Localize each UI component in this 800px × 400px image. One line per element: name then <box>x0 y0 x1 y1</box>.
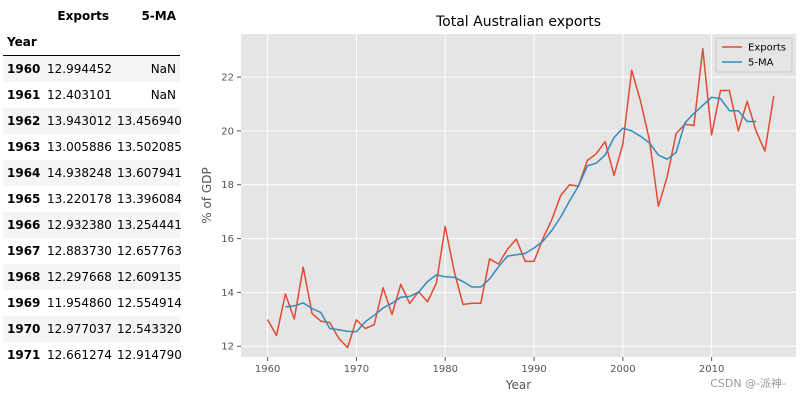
cell-5ma: NaN <box>150 62 176 76</box>
cell-5ma: 13.607941 <box>117 166 182 180</box>
row-index-year: 1970 <box>7 322 41 336</box>
row-index-year: 1971 <box>7 348 41 362</box>
table-row: 1967 12.883730 12.657763 <box>3 238 182 264</box>
y-tick-label: 12 <box>221 342 234 353</box>
x-tick-label: 1970 <box>344 364 369 375</box>
cell-5ma: NaN <box>150 88 176 102</box>
cell-exports: 12.994452 <box>47 62 112 76</box>
series-line-exports <box>266 48 775 349</box>
y-tick-label: 14 <box>221 288 234 299</box>
dataframe-table: Exports 5-MA Year 1960 12.994452 NaN 1961 12… <box>3 3 182 368</box>
legend-label: 5-MA <box>748 58 774 69</box>
cell-exports: 12.661274 <box>47 348 112 362</box>
cell-exports: 11.954860 <box>47 296 112 310</box>
row-index-year: 1960 <box>7 62 41 76</box>
cell-exports: 14.938248 <box>47 166 112 180</box>
table-row: 1961 12.403101 NaN <box>3 82 180 108</box>
chart-title: Total Australian exports <box>435 14 601 30</box>
cell-5ma: 13.254441 <box>117 218 182 232</box>
cell-5ma: 12.657763 <box>117 244 182 258</box>
cell-5ma: 12.914790 <box>117 348 182 362</box>
cell-5ma: 13.456940 <box>117 114 182 128</box>
index-header: Year <box>3 29 43 56</box>
table-row: 1960 12.994452 NaN <box>3 55 180 82</box>
x-tick-label: 1980 <box>433 364 458 375</box>
row-index-year: 1968 <box>7 270 41 284</box>
y-tick-label: 20 <box>221 126 234 137</box>
cell-exports: 12.932380 <box>47 218 112 232</box>
x-tick-label: 2010 <box>699 364 724 375</box>
cell-5ma: 13.502085 <box>117 140 182 154</box>
row-index-year: 1962 <box>7 114 41 128</box>
x-tick-label: 1960 <box>255 364 280 375</box>
x-tick-label: 2000 <box>610 364 635 375</box>
table-row: 1963 13.005886 13.502085 <box>3 134 182 160</box>
table-row: 1964 14.938248 13.607941 <box>3 160 182 186</box>
cell-5ma: 12.543320 <box>117 322 182 336</box>
y-tick-label: 16 <box>221 234 234 245</box>
cell-exports: 12.883730 <box>47 244 112 258</box>
row-index-year: 1969 <box>7 296 41 310</box>
x-tick-label: 1990 <box>521 364 546 375</box>
table-row: 1971 12.661274 12.914790 <box>3 342 182 368</box>
plot-background <box>241 34 796 357</box>
cell-exports: 12.297668 <box>47 270 112 284</box>
table-row: 1969 11.954860 12.554914 <box>3 290 182 316</box>
x-axis-label: Year <box>505 378 531 392</box>
cell-exports: 12.977037 <box>47 322 112 336</box>
cell-5ma: 13.396084 <box>117 192 182 206</box>
row-index-year: 1965 <box>7 192 41 206</box>
row-index-year: 1963 <box>7 140 41 154</box>
cell-5ma: 12.554914 <box>117 296 182 310</box>
y-tick-label: 18 <box>221 180 234 191</box>
cell-exports: 13.943012 <box>47 114 112 128</box>
row-index-year: 1967 <box>7 244 41 258</box>
table-row: 1970 12.977037 12.543320 <box>3 316 182 342</box>
column-header-5ma: 5-MA <box>141 9 176 23</box>
series-line-5ma <box>285 96 756 333</box>
cell-exports: 13.005886 <box>47 140 112 154</box>
legend: Exports 5-MA <box>715 37 793 73</box>
table-row: 1965 13.220178 13.396084 <box>3 186 182 212</box>
table-row: 1962 13.943012 13.456940 <box>3 108 182 134</box>
cell-exports: 13.220178 <box>47 192 112 206</box>
cell-5ma: 12.609135 <box>117 270 182 284</box>
cell-exports: 12.403101 <box>47 88 112 102</box>
table-row: 1968 12.297668 12.609135 <box>3 264 182 290</box>
y-tick-label: 22 <box>221 73 234 84</box>
row-index-year: 1966 <box>7 218 41 232</box>
legend-label: Exports <box>748 43 786 54</box>
row-index-year: 1961 <box>7 88 41 102</box>
table-row: 1966 12.932380 13.254441 <box>3 212 182 238</box>
y-axis-label: % of GDP <box>200 167 214 223</box>
row-index-year: 1964 <box>7 166 41 180</box>
column-header-exports: Exports <box>57 9 109 23</box>
watermark: CSDN @-派神- <box>710 376 786 390</box>
